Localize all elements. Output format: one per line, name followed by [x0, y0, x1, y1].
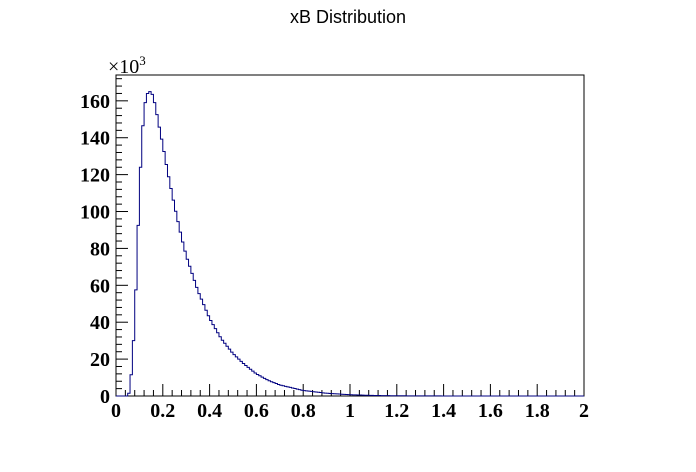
- y-axis-multiplier-base: ×10: [108, 56, 139, 78]
- y-tick-label: 100: [80, 202, 110, 224]
- y-tick-label: 40: [90, 312, 110, 334]
- y-tick-label: 20: [90, 349, 110, 371]
- x-tick-label: 0.8: [291, 400, 316, 422]
- x-tick-label: 0.4: [197, 400, 222, 422]
- y-tick-label: 120: [80, 165, 110, 187]
- x-tick-label: 0: [111, 400, 121, 422]
- y-tick-label: 80: [90, 238, 110, 260]
- x-tick-label: 0.6: [244, 400, 269, 422]
- y-axis-multiplier-exponent: 3: [139, 53, 146, 68]
- y-tick-label: 140: [80, 128, 110, 150]
- y-axis-tick-labels: 0 20 40 60 80 100 120 140 160: [80, 91, 110, 408]
- y-axis-multiplier: ×103: [108, 53, 146, 78]
- y-tick-label: 60: [90, 275, 110, 297]
- y-axis-ticks: [116, 78, 128, 397]
- x-tick-label: 1.4: [431, 400, 456, 422]
- y-tick-label: 160: [80, 91, 110, 113]
- chart-title: xB Distribution: [290, 7, 406, 27]
- plot-frame: [115, 74, 585, 397]
- x-axis-ticks: [115, 384, 585, 396]
- x-tick-label: 1.6: [478, 400, 503, 422]
- x-tick-label: 2: [579, 400, 589, 422]
- x-axis-tick-labels: 0 0.2 0.4 0.6 0.8 1 1.2 1.4 1.6 1.8 2: [111, 400, 589, 422]
- x-tick-label: 1.2: [384, 400, 409, 422]
- y-tick-label: 0: [100, 386, 110, 408]
- x-tick-label: 1: [345, 400, 355, 422]
- histogram-series-line: [116, 91, 584, 397]
- x-tick-label: 1.8: [525, 400, 550, 422]
- x-tick-label: 0.2: [150, 400, 175, 422]
